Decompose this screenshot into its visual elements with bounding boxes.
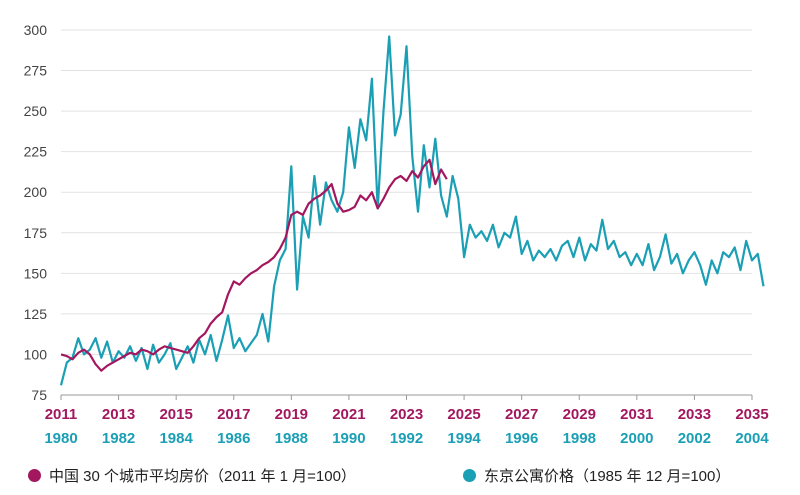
x-tick-label-top: 2013 bbox=[102, 406, 135, 423]
y-tick-label: 150 bbox=[24, 265, 48, 281]
x-tick-label-bottom: 2000 bbox=[620, 430, 653, 447]
y-tick-label: 300 bbox=[24, 22, 48, 38]
legend-marker-china bbox=[28, 469, 41, 482]
legend-label-tokyo: 东京公寓价格（1985 年 12 月=100） bbox=[484, 468, 731, 485]
series-lines bbox=[59, 35, 765, 386]
x-tick-label-bottom: 1996 bbox=[505, 430, 538, 447]
y-axis: 75 100 125 150 175 200 225 250 275 300 bbox=[24, 22, 48, 403]
x-tick-label-bottom: 1984 bbox=[159, 430, 193, 447]
x-axis: 2011 1980 2013 1982 2015 1984 2017 1986 2019 1988… bbox=[44, 395, 769, 447]
x-tick-label-top: 2029 bbox=[563, 406, 596, 423]
y-tick-label: 100 bbox=[24, 346, 48, 362]
legend-item-china: 中国 30 个城市平均房价（2011 年 1 月=100） bbox=[28, 465, 356, 486]
y-tick-label: 75 bbox=[31, 387, 47, 403]
x-tick-label-bottom: 1980 bbox=[44, 430, 77, 447]
x-tick-label-top: 2015 bbox=[159, 406, 192, 423]
series-line-tokyo bbox=[59, 35, 765, 386]
x-tick-label-top: 2017 bbox=[217, 406, 250, 423]
x-tick-label-top: 2021 bbox=[332, 406, 365, 423]
x-tick-label-bottom: 1986 bbox=[217, 430, 250, 447]
x-tick-label-bottom: 2004 bbox=[735, 430, 769, 447]
y-tick-label: 200 bbox=[24, 184, 48, 200]
x-tick-label-top: 2019 bbox=[275, 406, 308, 423]
x-tick-label-top: 2023 bbox=[390, 406, 423, 423]
y-tick-label: 125 bbox=[24, 306, 48, 322]
x-tick-label-bottom: 2002 bbox=[678, 430, 711, 447]
gridlines bbox=[61, 29, 752, 396]
legend-item-tokyo: 东京公寓价格（1985 年 12 月=100） bbox=[463, 465, 730, 486]
x-tick-label-bottom: 1990 bbox=[332, 430, 365, 447]
x-tick-label-top: 2011 bbox=[45, 406, 78, 423]
x-tick-label-top: 2035 bbox=[735, 406, 768, 423]
legend-marker-tokyo bbox=[463, 469, 476, 482]
x-tick-label-bottom: 1988 bbox=[275, 430, 308, 447]
x-tick-label-bottom: 1992 bbox=[390, 430, 423, 447]
x-tick-label-bottom: 1982 bbox=[102, 430, 135, 447]
x-tick-label-top: 2027 bbox=[505, 406, 538, 423]
y-tick-label: 250 bbox=[24, 103, 48, 119]
x-tick-label-top: 2033 bbox=[678, 406, 711, 423]
x-tick-label-bottom: 1998 bbox=[563, 430, 596, 447]
y-tick-label: 275 bbox=[24, 63, 48, 79]
legend-label-china: 中国 30 个城市平均房价（2011 年 1 月=100） bbox=[49, 468, 356, 485]
series-line-china bbox=[60, 158, 448, 372]
x-tick-label-bottom: 1994 bbox=[447, 430, 481, 447]
y-tick-label: 225 bbox=[24, 144, 48, 160]
x-tick-label-top: 2031 bbox=[620, 406, 653, 423]
x-tick-label-top: 2025 bbox=[447, 406, 480, 423]
y-tick-label: 175 bbox=[24, 225, 48, 241]
